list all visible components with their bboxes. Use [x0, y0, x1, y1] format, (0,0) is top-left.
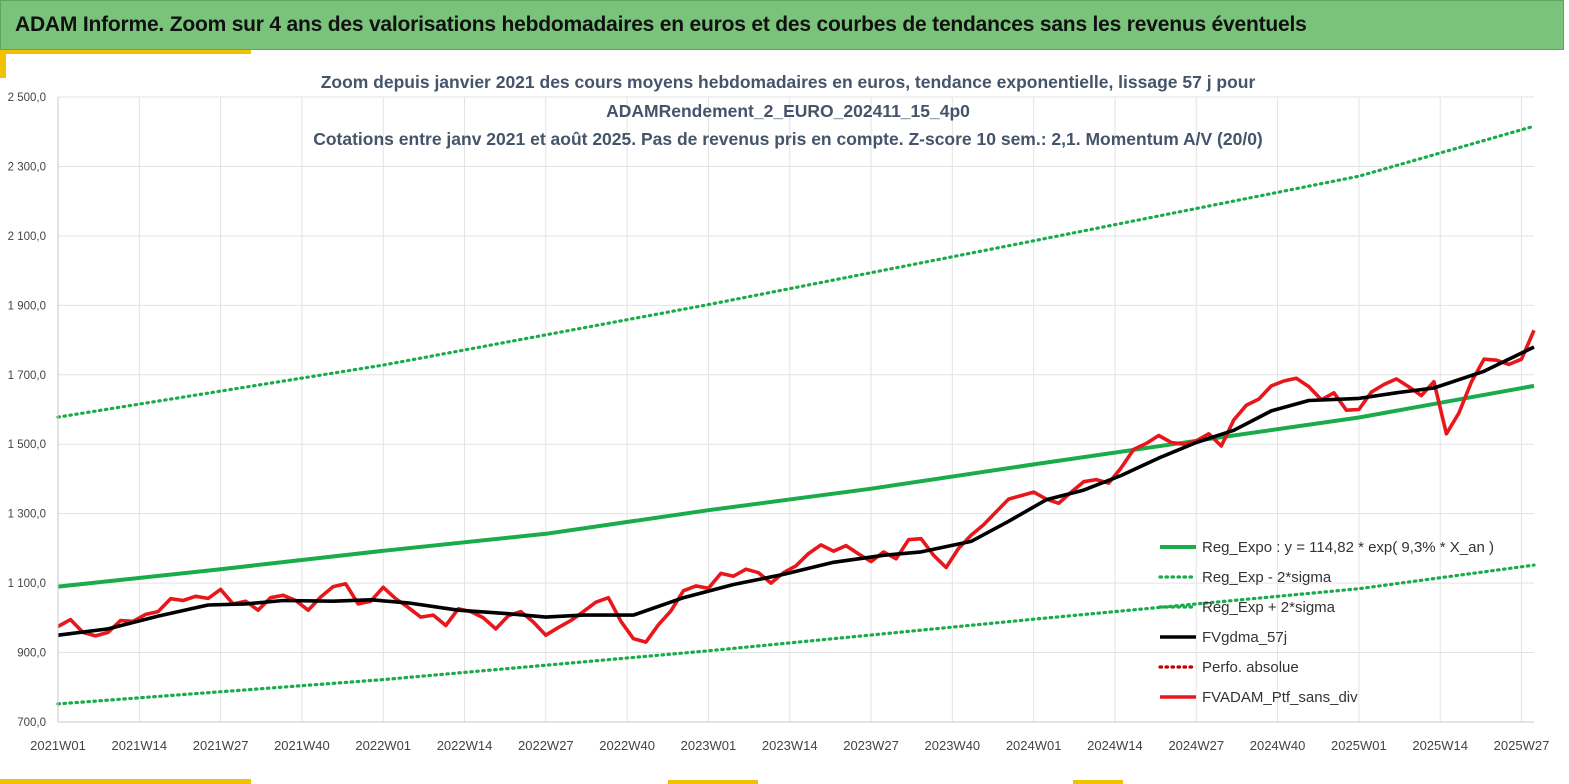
x-tick-label: 2024W01 — [1006, 738, 1062, 753]
x-tick-label: 2024W14 — [1087, 738, 1143, 753]
axes: 700,0 900,0 1 100,0 1 300,0 1 500,0 1 700,0 1 … — [8, 92, 1550, 753]
legend-label: Reg_Exp + 2*sigma — [1202, 599, 1336, 616]
x-tick-label: 2021W27 — [193, 738, 249, 753]
accent-bar-bottom-right — [1073, 780, 1123, 784]
x-tick-label: 2024W27 — [1168, 738, 1224, 753]
accent-bar-left-top — [0, 50, 251, 54]
legend-label: FVgdma_57j — [1202, 629, 1287, 646]
accent-bar-bottom-left — [0, 779, 251, 784]
legend: Reg_Expo : y = 114,82 * exp( 9,3% * X_an… — [1158, 539, 1494, 706]
x-tick-label: 2021W40 — [274, 738, 330, 753]
y-tick-label: 900,0 — [17, 648, 46, 660]
x-tick-label: 2023W01 — [681, 738, 737, 753]
x-tick-label: 2022W40 — [599, 738, 655, 753]
y-tick-label: 1 100,0 — [8, 578, 46, 590]
x-tick-label: 2025W14 — [1412, 738, 1468, 753]
y-tick-label: 1 700,0 — [8, 370, 46, 382]
x-tick-label: 2022W14 — [437, 738, 493, 753]
series-group — [56, 124, 1536, 706]
x-tick-label: 2025W27 — [1494, 738, 1550, 753]
series-line-5 — [57, 329, 1536, 644]
x-tick-label: 2023W14 — [762, 738, 818, 753]
y-tick-label: 2 100,0 — [8, 231, 46, 243]
y-tick-label: 2 500,0 — [8, 92, 46, 104]
page-title: ADAM Informe. Zoom sur 4 ans des valoris… — [15, 13, 1307, 36]
x-tick-label: 2021W01 — [30, 738, 86, 753]
legend-label: Reg_Exp - 2*sigma — [1202, 569, 1332, 586]
y-tick-label: 1 300,0 — [8, 509, 46, 521]
accent-bar-bottom-mid — [668, 780, 758, 784]
legend-label: Reg_Expo : y = 114,82 * exp( 9,3% * X_an… — [1202, 539, 1494, 556]
x-tick-label: 2024W40 — [1250, 738, 1306, 753]
accent-bar-left-side — [0, 50, 6, 78]
x-tick-label: 2021W14 — [111, 738, 167, 753]
y-tick-label: 2 300,0 — [8, 161, 46, 173]
x-tick-label: 2022W27 — [518, 738, 574, 753]
x-tick-label: 2023W27 — [843, 738, 899, 753]
chart-title-line: Cotations entre janv 2021 et août 2025. … — [313, 129, 1263, 149]
y-tick-label: 1 500,0 — [8, 439, 46, 451]
legend-label: Perfo. absolue — [1202, 659, 1299, 676]
chart-title-line: Zoom depuis janvier 2021 des cours moyen… — [321, 72, 1256, 92]
legend-label: FVADAM_Ptf_sans_div — [1202, 689, 1358, 706]
series-line-3 — [57, 345, 1535, 637]
series-line-1 — [56, 563, 1536, 706]
header-banner: ADAM Informe. Zoom sur 4 ans des valoris… — [0, 0, 1564, 50]
y-tick-label: 1 900,0 — [8, 300, 46, 312]
chart-title-line: ADAMRendement_2_EURO_202411_15_4p0 — [606, 101, 970, 121]
x-tick-label: 2023W40 — [925, 738, 981, 753]
series-line-0 — [57, 383, 1535, 589]
y-tick-label: 700,0 — [17, 717, 46, 729]
x-tick-label: 2025W01 — [1331, 738, 1387, 753]
series-line-2 — [56, 124, 1536, 419]
chart-title: Zoom depuis janvier 2021 des cours moyen… — [313, 72, 1263, 149]
x-tick-label: 2022W01 — [355, 738, 411, 753]
grid — [57, 96, 1534, 722]
